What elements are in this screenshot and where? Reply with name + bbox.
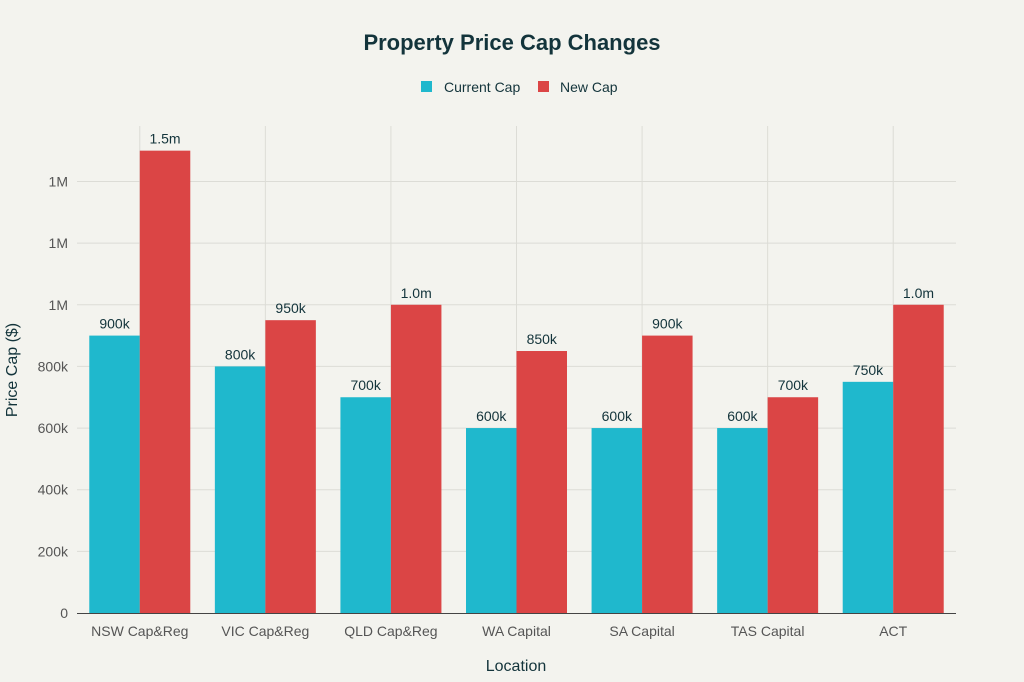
x-tick-label: QLD Cap&Reg (344, 623, 437, 639)
bar-current-cap-nsw-cap-reg (89, 335, 140, 613)
bar-new-cap-nsw-cap-reg (139, 150, 191, 613)
data-label-new-cap-vic-cap-reg: 950k (275, 300, 306, 316)
x-tick-label: VIC Cap&Reg (221, 623, 309, 639)
y-tick-label: 1M (49, 235, 68, 251)
bar-current-cap-sa-capital (591, 428, 643, 613)
data-label-current-cap-vic-cap-reg: 800k (225, 346, 256, 362)
data-label-current-cap-tas-capital: 600k (727, 408, 758, 424)
legend-label-current-cap: Current Cap (444, 79, 520, 95)
bar-new-cap-tas-capital (767, 397, 819, 613)
bar-current-cap-tas-capital (717, 428, 768, 613)
x-tick-label: ACT (879, 623, 907, 639)
x-axis-categories: NSW Cap&Reg VIC Cap&Reg QLD Cap&Reg WA Capi… (91, 623, 908, 639)
x-tick-label: NSW Cap&Reg (91, 623, 188, 639)
y-tick-label: 0 (60, 605, 68, 621)
y-tick-label: 400k (38, 482, 69, 498)
data-label-current-cap-sa-capital: 600k (602, 408, 633, 424)
bar-current-cap-act (842, 381, 894, 613)
data-label-current-cap-act: 750k (853, 362, 884, 378)
y-axis-ticks: 0 200k 400k 600k 800k 1M 1M 1M (38, 173, 69, 621)
bar-new-cap-wa-capital (516, 351, 567, 613)
y-tick-label: 600k (38, 420, 69, 436)
legend-label-new-cap: New Cap (560, 79, 618, 95)
y-tick-label: 200k (38, 543, 69, 559)
x-tick-label: WA Capital (482, 623, 551, 639)
bar-new-cap-sa-capital (642, 335, 693, 613)
chart-title: Property Price Cap Changes (363, 30, 660, 55)
data-label-new-cap-wa-capital: 850k (527, 331, 558, 347)
y-tick-label: 1M (49, 297, 68, 313)
legend-swatch-current-cap (421, 81, 432, 92)
x-tick-label: TAS Capital (731, 623, 805, 639)
x-tick-label: SA Capital (609, 623, 674, 639)
bars (89, 150, 944, 613)
bar-current-cap-qld-cap-reg (340, 397, 391, 613)
legend-swatch-new-cap (538, 81, 549, 92)
data-label-new-cap-act: 1.0m (903, 285, 934, 301)
data-labels: 900k 1.5m 800k 950k 700k 1.0m 600k 850k 600k 900k… (99, 131, 934, 424)
legend: Current Cap New Cap (421, 79, 618, 95)
data-label-current-cap-wa-capital: 600k (476, 408, 507, 424)
data-label-current-cap-nsw-cap-reg: 900k (99, 316, 130, 332)
y-tick-label: 1M (49, 173, 68, 189)
data-label-current-cap-qld-cap-reg: 700k (350, 377, 381, 393)
bar-current-cap-wa-capital (466, 428, 517, 613)
data-label-new-cap-qld-cap-reg: 1.0m (401, 285, 432, 301)
data-label-new-cap-sa-capital: 900k (652, 316, 683, 332)
data-label-new-cap-tas-capital: 700k (778, 377, 809, 393)
bar-new-cap-vic-cap-reg (265, 320, 316, 613)
bar-new-cap-act (893, 304, 944, 613)
x-axis-title: Location (486, 658, 547, 675)
bar-current-cap-vic-cap-reg (214, 366, 266, 613)
data-label-new-cap-nsw-cap-reg: 1.5m (149, 131, 180, 147)
y-axis-title: Price Cap ($) (4, 323, 21, 417)
bar-new-cap-qld-cap-reg (390, 304, 442, 613)
y-tick-label: 800k (38, 358, 69, 374)
